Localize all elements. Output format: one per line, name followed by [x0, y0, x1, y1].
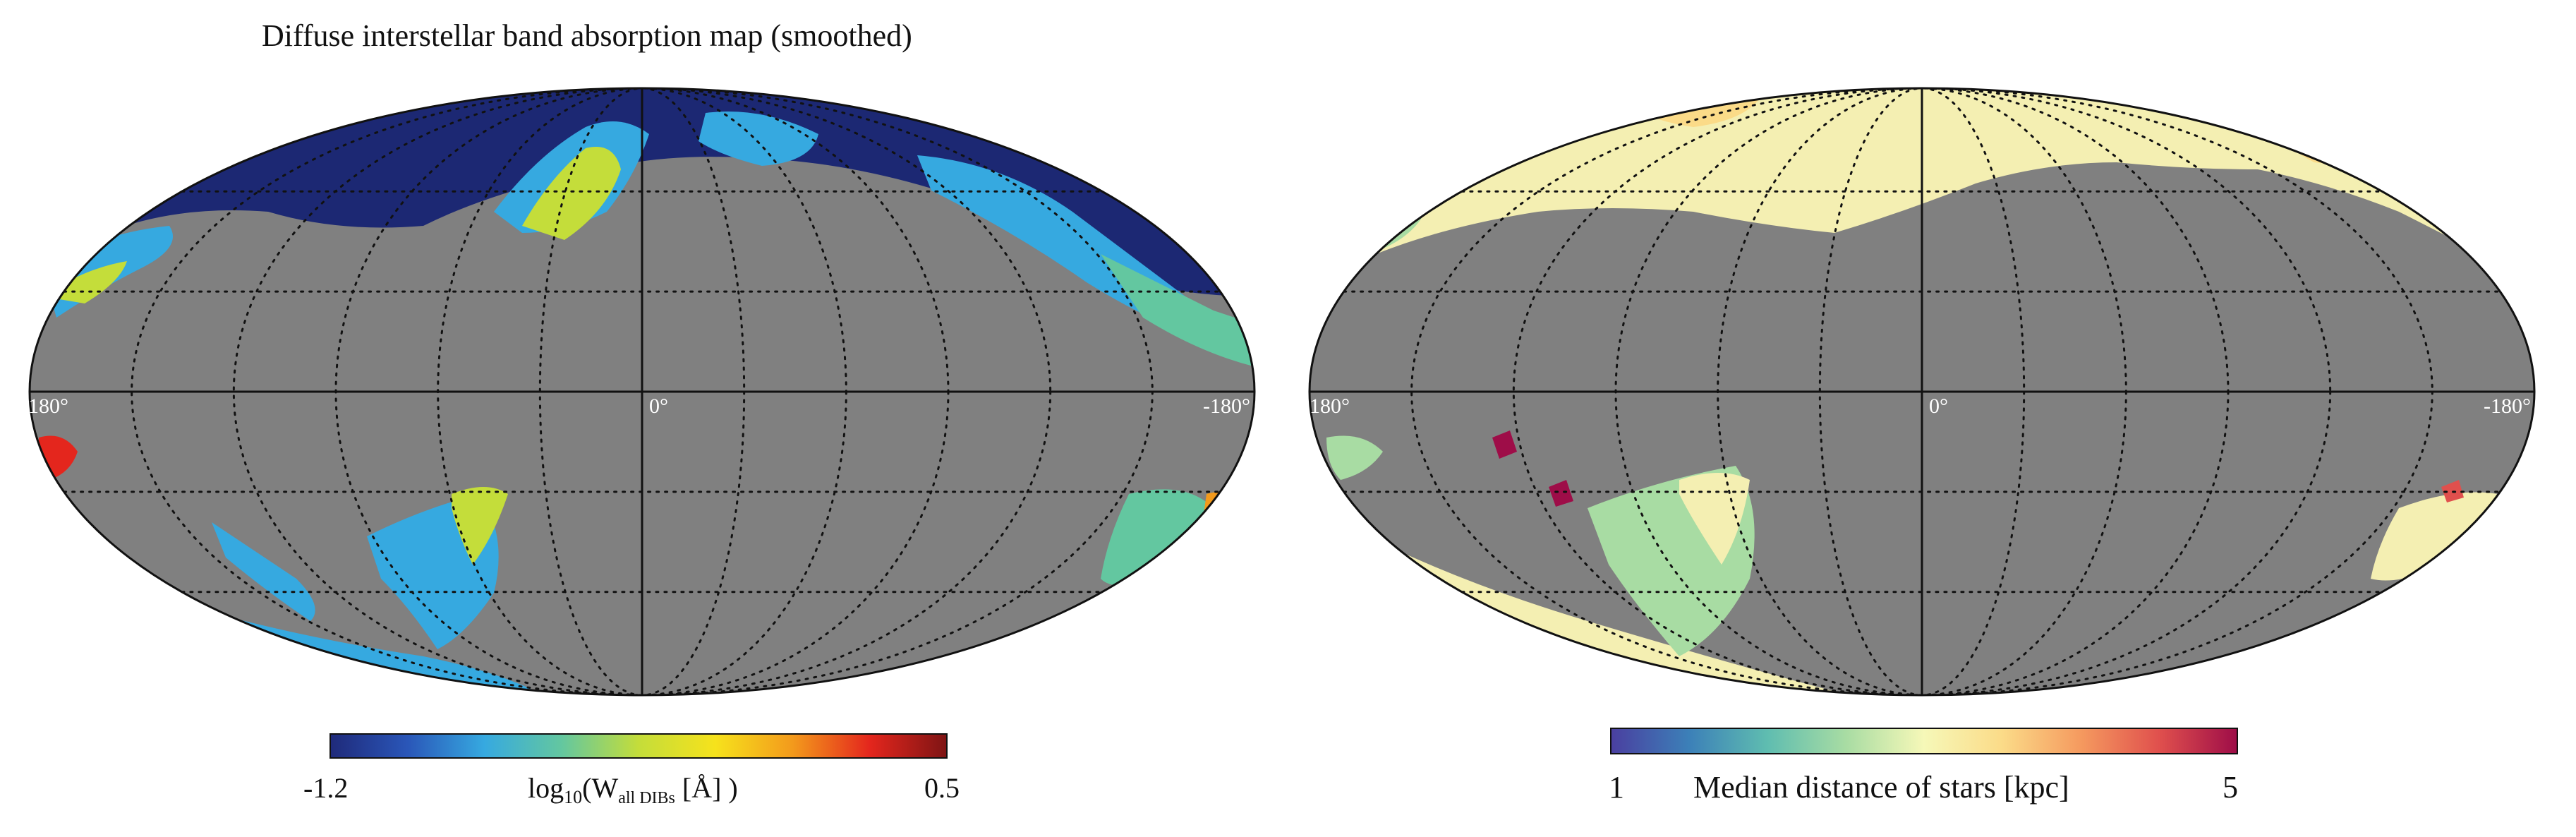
right-north-region [1310, 88, 2534, 392]
left-absorption-data [30, 88, 1254, 695]
right-south-patch-2 [1679, 473, 1750, 565]
left-north-feature-3 [699, 112, 818, 166]
right-lon-label-0: 0° [1929, 395, 1948, 418]
left-colorbar-max: 0.5 [924, 772, 960, 804]
right-red-spot-1 [1492, 430, 1517, 459]
left-colorbar-label-sub: 10 [564, 787, 582, 807]
left-north-feature-2 [522, 147, 621, 240]
right-colorbar: 1 Median distance of stars [kpc] 5 [1609, 728, 2238, 805]
right-distance-data [1310, 88, 2534, 695]
left-map-border [28, 87, 1256, 697]
left-north-dense-region [30, 88, 1254, 392]
left-east-hotspot [1203, 492, 1235, 519]
left-colorbar-label-log: log [528, 772, 564, 804]
right-red-spot-2 [1549, 480, 1573, 507]
left-colorbar-min: -1.2 [303, 772, 348, 804]
left-colorbar: -1.2 0.5 log10(Wall DIBs [Å] ) [303, 733, 960, 807]
left-south-feature-3 [452, 487, 508, 565]
left-colorbar-label: log10(Wall DIBs [Å] ) [528, 772, 738, 807]
left-south-feature-4 [212, 522, 315, 621]
left-sky-map: 180° 0° -180° [28, 87, 1256, 697]
left-map-title: Diffuse interstellar band absorption map… [262, 18, 912, 53]
left-colorbar-bar [329, 733, 948, 759]
left-colorbar-label-w: (W [582, 772, 618, 804]
left-lon-label-minus180: -180° [1203, 395, 1250, 418]
left-colorbar-label-sub2: all DIBs [618, 789, 675, 807]
right-colorbar-label: Median distance of stars [kpc] [1693, 770, 2069, 805]
right-sky-map: 180° 0° -180° [1308, 87, 2536, 697]
left-colorbar-label-unit: [Å] ) [675, 772, 738, 804]
right-colorbar-max: 5 [2223, 770, 2238, 805]
left-lon-label-0: 0° [649, 395, 668, 418]
left-north-feature-5 [1101, 254, 1254, 367]
right-lon-label-minus180: -180° [2484, 395, 2531, 418]
left-south-feature-1 [141, 593, 536, 695]
left-south-east-feature [1101, 489, 1214, 586]
right-colorbar-min: 1 [1609, 770, 1624, 805]
right-lon-label-180: 180° [1310, 395, 1350, 418]
right-map-border [1308, 87, 2536, 697]
left-lon-label-180: 180° [28, 395, 68, 418]
right-west-patch [1326, 435, 1383, 480]
right-south-east-region [2371, 492, 2498, 581]
right-colorbar-bar [1610, 728, 2238, 754]
